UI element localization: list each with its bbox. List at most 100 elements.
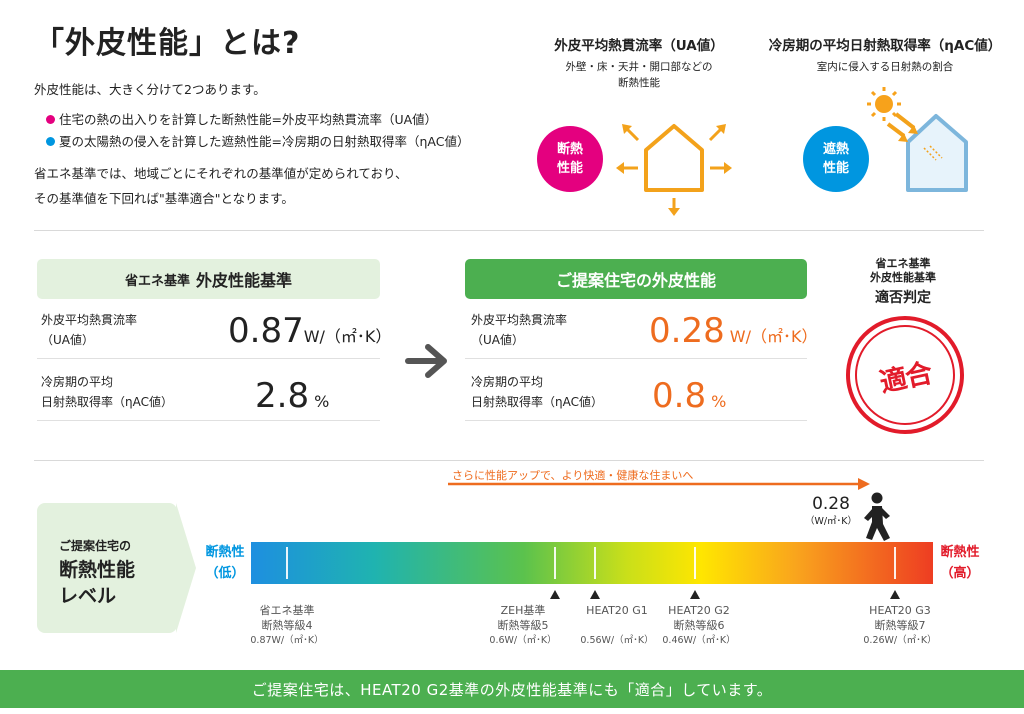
tick-label-zeh: ZEH基準 断熱等級5 0.6W/（㎡･K） [478, 603, 568, 648]
tick-line [694, 547, 696, 579]
bullet-text: 住宅の熱の出入りを計算した断熱性能=外皮平均熱貫流率（UA値） [59, 112, 438, 127]
tick-line [894, 547, 896, 579]
low-label-line1: 断熱性 [205, 545, 245, 560]
sun-icon [867, 87, 901, 121]
tick-name: 省エネ基準 [259, 604, 315, 617]
row-label-line1: 外皮平均熱貫流率 [41, 313, 138, 327]
tick-value: 0.56W/（㎡･K） [580, 635, 654, 646]
proposal-ua-value: 0.28 [649, 311, 725, 351]
high-label-line2: （高） [940, 566, 980, 581]
tick-label-g2: HEAT20 G2 断熱等級6 0.46W/（㎡･K） [654, 603, 744, 648]
shielding-badge: 遮熱 性能 [803, 126, 869, 192]
proposal-eta-unit: % [711, 392, 727, 411]
intro-bullet-eta: 夏の太陽熱の侵入を計算した遮熱性能=冷房期の日射熱取得率（ηAC値） [46, 131, 469, 150]
level-side-pointer [176, 503, 196, 633]
standard-ua-unit: W/（㎡･K） [303, 327, 392, 346]
tick-label-standard: 省エネ基準 断熱等級4 0.87W/（㎡･K） [237, 603, 337, 648]
tick-name: HEAT20 G3 [869, 604, 931, 617]
tick-triangle-icon [690, 590, 700, 599]
house-heat-loss-icon [616, 124, 732, 216]
tick-value: 0.46W/（㎡･K） [662, 635, 736, 646]
tick-line [594, 547, 596, 579]
tick-line [554, 547, 556, 579]
judgement-line2: 外皮性能基準 [870, 271, 936, 284]
pink-bullet-icon [46, 115, 55, 124]
standard-eta-value: 2.8 [255, 376, 310, 416]
tick-line [286, 547, 288, 579]
proposal-ua-value-group: 0.28 W/（㎡･K） [649, 313, 818, 349]
arrow-right-icon [405, 344, 447, 378]
tick-triangle-icon [890, 590, 900, 599]
proposal-eta-value: 0.8 [652, 376, 707, 416]
level-side-small: ご提案住宅の [59, 539, 132, 553]
low-insulation-label: 断熱性 （低） [195, 542, 255, 584]
section-divider-top [34, 230, 984, 231]
judgement-line1: 省エネ基準 [875, 257, 931, 270]
upgrade-arrow-icon [448, 478, 870, 490]
standard-box-header: 省エネ基準 外皮性能基準 [37, 259, 380, 299]
intro-line3: 省エネ基準では、地域ごとにそれぞれの基準値が定められており、 [34, 166, 408, 181]
tick-grade: 断熱等級7 [874, 619, 926, 632]
row-label-line1: 冷房期の平均 [471, 375, 544, 389]
eta-panel-sub: 室内に侵入する日射熱の割合 [816, 61, 954, 73]
proposal-bottom-divider [465, 420, 807, 421]
walking-person-icon [864, 492, 890, 541]
tick-name: HEAT20 G1 [586, 604, 648, 617]
row-label-line2: 日射熱取得率（ηAC値） [41, 395, 173, 409]
row-label-line1: 外皮平均熱貫流率 [471, 313, 568, 327]
ua-panel-sub: 外壁・床・天井・開口部などの 断熱性能 [538, 59, 740, 91]
standard-row-divider [37, 358, 380, 359]
standard-header-main: 外皮性能基準 [196, 271, 293, 290]
standard-header-prefix: 省エネ基準 [124, 273, 190, 289]
current-value-label: 0.28 （W/㎡･K） [800, 494, 862, 527]
tick-grade: 断熱等級6 [673, 619, 725, 632]
tick-label-g1: HEAT20 G1 0.56W/（㎡･K） [572, 603, 662, 648]
proposal-box-header: ご提案住宅の外皮性能 [465, 259, 807, 299]
level-side-big: 断熱性能 レベル [59, 557, 135, 609]
tick-value: 0.26W/（㎡･K） [863, 635, 937, 646]
proposal-eta-value-group: 0.8 % [652, 378, 726, 414]
house-sun-icon [867, 87, 968, 192]
footer-banner: ご提案住宅は、HEAT20 G2基準の外皮性能基準にも「適合」しています。 [0, 670, 1024, 708]
proposal-ua-unit: W/（㎡･K） [729, 327, 818, 346]
conformity-stamp: 適合 [835, 305, 975, 445]
low-label-line2: （低） [205, 566, 245, 581]
current-value: 0.28 [812, 494, 850, 514]
eta-panel-title: 冷房期の平均日射熱取得率（ηAC値） [768, 38, 1002, 54]
page-title: 「外皮性能」とは? [34, 26, 301, 61]
intro-lead: 外皮性能は、大きく分けて2つあります。 [34, 82, 266, 97]
intro-bullet-ua: 住宅の熱の出入りを計算した断熱性能=外皮平均熱貫流率（UA値） [46, 109, 437, 128]
intro-line4: その基準値を下回れば"基準適合"となります。 [34, 191, 294, 206]
row-label-line1: 冷房期の平均 [41, 375, 114, 389]
current-unit: （W/㎡･K） [804, 516, 858, 527]
tick-triangle-icon [590, 590, 600, 599]
standard-bottom-divider [37, 420, 380, 421]
high-insulation-label: 断熱性 （高） [930, 542, 990, 584]
judgement-line3: 適否判定 [875, 290, 931, 306]
high-label-line1: 断熱性 [940, 545, 980, 560]
standard-ua-value: 0.87 [228, 311, 304, 351]
standard-eta-unit: % [314, 392, 330, 411]
insulation-level-bar [251, 542, 933, 584]
tick-value: 0.87W/（㎡･K） [250, 635, 324, 646]
proposal-row-divider [465, 358, 807, 359]
level-side-big-line2: レベル [59, 585, 117, 607]
row-label-line2: （UA値） [41, 333, 94, 347]
tick-triangle-icon [550, 590, 560, 599]
tick-name: ZEH基準 [500, 604, 546, 617]
row-label-line2: 日射熱取得率（ηAC値） [471, 395, 603, 409]
level-side-big-line1: 断熱性能 [59, 559, 136, 581]
row-label-line2: （UA値） [471, 333, 524, 347]
blue-bullet-icon [46, 137, 55, 146]
tick-grade: 断熱等級4 [261, 619, 313, 632]
ua-panel-sub-line1: 外壁・床・天井・開口部などの [565, 61, 713, 73]
level-side-panel [37, 503, 177, 633]
tick-name: HEAT20 G2 [668, 604, 730, 617]
tick-label-g3: HEAT20 G3 断熱等級7 0.26W/（㎡･K） [852, 603, 948, 648]
judgement-heading: 省エネ基準 外皮性能基準 適否判定 [848, 257, 958, 305]
upgrade-message: さらに性能アップで、より快適・健康な住まいへ [452, 469, 694, 482]
proposal-row-eta-label: 冷房期の平均 日射熱取得率（ηAC値） [471, 372, 603, 412]
bullet-text: 夏の太陽熱の侵入を計算した遮熱性能=冷房期の日射熱取得率（ηAC値） [59, 134, 470, 149]
section-divider-middle [34, 460, 984, 461]
standard-eta-value-group: 2.8 % [255, 378, 329, 414]
